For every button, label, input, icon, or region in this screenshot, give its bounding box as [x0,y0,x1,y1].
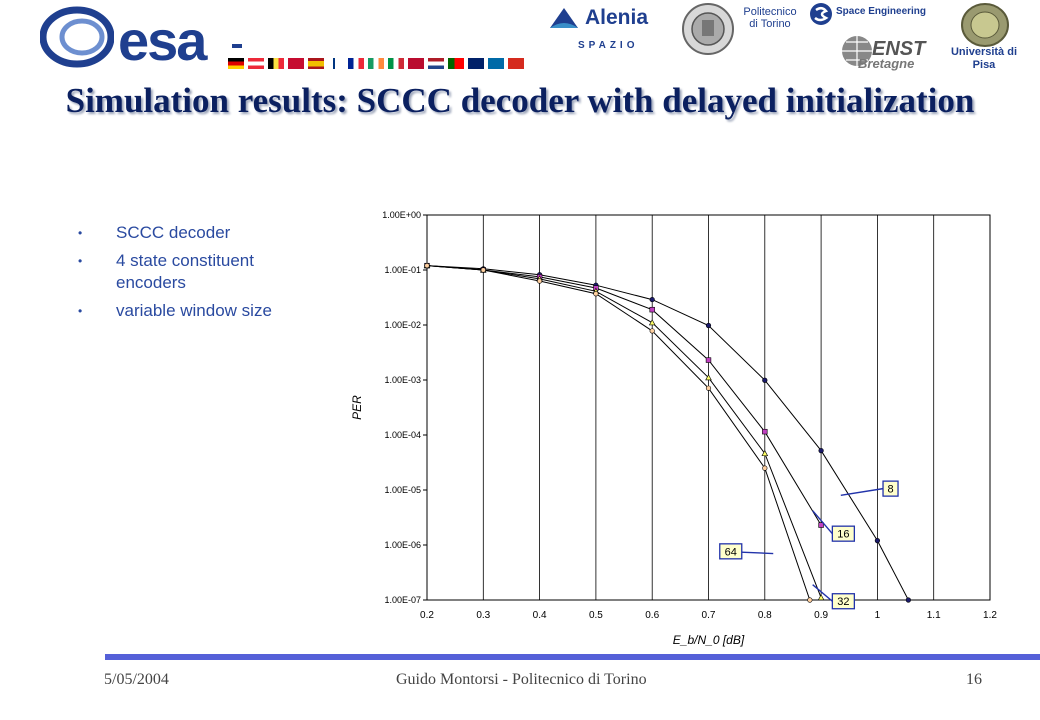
data-point-16 [649,306,655,313]
bullet-text: variable window size [116,301,272,320]
slide-title: Simulation results: SCCC decoder with de… [65,81,975,120]
data-point-32 [705,374,712,381]
x-axis-label: E_b/N_0 [dB] [673,633,745,647]
alenia-logo-text: Alenia [585,6,649,29]
bullet-item: • variable window size [78,300,293,322]
y-axis-label: PER [350,395,364,420]
callout-pointer-32 [812,584,833,602]
member-flags [228,58,548,70]
page-number: 16 [966,671,982,688]
data-point-32 [761,449,769,457]
x-tick-label: 1.2 [983,610,997,621]
spazio-logo-text: SPAZIO [578,40,639,51]
x-tick-label: 0.6 [645,610,659,621]
per-chart: 0.2 0.3 0.4 0.5 0.6 0.7 0.8 0.9 1 1.1 1.2 1.00E-07 1… [350,210,997,647]
callout-label-8: 8 [887,484,893,496]
series-line-8 [427,265,909,600]
data-point-64 [807,597,813,603]
esa-logo: esa [118,9,207,72]
data-point-8 [905,597,911,603]
y-tick-label: 1.00E-05 [384,485,421,495]
data-point-32 [817,594,825,601]
data-point-8 [762,377,768,383]
polito-logo-text: Politecnico di Torino [743,6,797,30]
data-point-16 [762,428,768,435]
data-point-8 [818,448,824,454]
callout-box-64 [719,543,743,560]
data-point-64 [593,291,599,297]
callout-pointer-8 [840,487,884,497]
x-tick-label: 0.3 [476,610,490,621]
data-point-64 [762,465,768,471]
bullet-dot-icon: • [78,254,83,268]
y-tick-label: 1.00E-03 [384,375,421,385]
pisa-seal-icon [961,3,1009,47]
esa-dash [232,44,242,48]
bullet-list: • SCCC decoder • 4 state constituent encod… [78,222,293,328]
space-engineering-text: Space Engineering [836,6,927,17]
data-point-64 [424,263,430,269]
footer-date: 5/05/2004 [104,671,169,688]
alenia-logo-icon [550,8,578,28]
y-tick-label: 1.00E-06 [384,540,421,550]
data-point-32 [648,319,656,326]
x-tick-label: 0.9 [814,610,828,621]
x-tick-label: 1.1 [927,610,941,621]
callout-box-16 [831,525,856,542]
bullet-dot-icon: • [78,226,83,240]
enst-logo-text: ENST [872,38,926,60]
callout-pointer-16 [812,510,833,535]
x-tick-label: 0.8 [758,610,772,621]
callout-label-64: 64 [725,546,737,558]
series-line-64 [427,265,811,600]
data-point-64 [705,385,712,391]
callout-box-8 [882,480,899,497]
callout-label-16: 16 [837,529,849,541]
y-tick-label: 1.00E+00 [382,210,421,220]
y-tick-label: 1.00E-04 [384,430,421,440]
y-tick-label: 1.00E-07 [384,595,421,605]
data-point-8 [649,296,655,303]
x-tick-label: 0.5 [589,610,603,621]
data-point-64 [649,328,655,334]
bullet-dot-icon: • [78,304,83,318]
callout-box-32 [831,593,856,610]
data-point-16 [705,357,712,363]
polito-seal-icon [682,3,734,55]
footer-bar [105,654,1040,660]
bullet-item: • 4 state constituent encoders [78,250,293,294]
data-point-64 [480,267,486,273]
data-point-8 [705,322,712,329]
y-tick-label: 1.00E-02 [384,320,421,330]
data-point-16 [818,522,824,528]
bullet-item: • SCCC decoder [78,222,293,244]
data-point-8 [874,538,881,544]
pisa-logo-text: Università di Pisa [950,46,1018,71]
esa-swoosh-icon [40,6,114,68]
bretagne-logo-text: Bretagne [858,56,915,71]
x-tick-label: 0.7 [702,610,716,621]
enst-globe-icon [842,36,872,66]
bullet-text: 4 state constituent encoders [116,251,254,292]
footer-author: Guido Montorsi - Politecnico di Torino [396,671,647,688]
x-tick-label: 0.2 [420,610,434,621]
x-tick-label: 1 [875,610,881,621]
callout-label-32: 32 [837,596,849,608]
data-point-64 [537,278,543,284]
bullet-text: SCCC decoder [116,223,231,242]
x-tick-label: 0.4 [533,610,547,621]
y-tick-label: 1.00E-01 [384,265,421,275]
space-engineering-logo-icon [810,3,832,25]
